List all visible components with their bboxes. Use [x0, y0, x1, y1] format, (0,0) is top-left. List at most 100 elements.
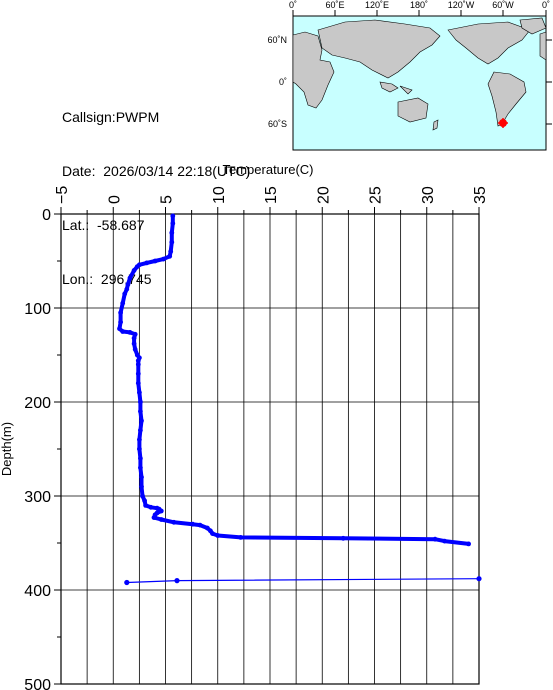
data-point — [120, 300, 126, 306]
data-point — [139, 474, 144, 480]
data-point — [125, 282, 131, 287]
y-tick-label: 0 — [42, 207, 51, 224]
data-point — [132, 331, 138, 337]
x-tick-label: 20 — [315, 186, 332, 204]
data-point — [142, 498, 148, 504]
data-point — [132, 347, 138, 352]
data-point — [158, 508, 164, 514]
south-america — [487, 71, 527, 127]
map-lon-label-1: 60˚E — [325, 0, 344, 10]
series-line — [117, 213, 471, 546]
data-point — [140, 493, 145, 499]
map-lon-label-5: 60˚W — [492, 0, 514, 10]
map-frame-ticks — [292, 10, 552, 125]
x-tick-label: 15 — [263, 186, 280, 204]
data-point — [151, 515, 157, 520]
callsign-text: Callsign:PWPM — [62, 109, 160, 125]
greenland — [519, 17, 547, 35]
data-point — [120, 329, 126, 334]
map-lat-label-2: 60˚S — [268, 119, 287, 129]
data-point — [210, 531, 215, 536]
data-point — [215, 533, 221, 538]
x-tick-label: 30 — [420, 186, 437, 204]
y-tick-label: 200 — [24, 395, 51, 412]
data-point — [476, 576, 482, 582]
data-point — [117, 326, 122, 332]
x-axis-title: Temperature(C) — [222, 162, 313, 177]
data-point — [170, 221, 176, 226]
chart-grid — [60, 213, 480, 685]
y-tick-label: 300 — [24, 489, 51, 506]
latitude-text: Lat.: -58.687 — [62, 217, 145, 233]
x-tick-label: 25 — [368, 186, 385, 204]
data-point — [137, 390, 142, 395]
y-axis-ticks: 0 100 200 300 400 500 — [24, 207, 61, 690]
maritime-asia — [379, 81, 413, 95]
map-lat-label-1: 0˚ — [279, 77, 287, 87]
x-axis-ticks: −5 0 5 10 15 20 25 30 35 — [54, 186, 489, 214]
data-point — [118, 310, 123, 316]
data-point — [190, 521, 196, 527]
series-line — [126, 578, 480, 584]
asia-landmass — [317, 19, 441, 79]
y-axis-title: Depth(m) — [0, 422, 14, 476]
x-tick-label: 5 — [159, 195, 176, 204]
data-point — [143, 503, 149, 508]
data-point — [432, 536, 438, 542]
data-point — [148, 504, 154, 510]
world-map: 0˚ 60˚E 120˚E 180˚ 120˚W 60˚W 0˚ 60˚N 0˚… — [267, 0, 552, 151]
y-tick-label: 100 — [24, 301, 51, 318]
data-point — [135, 362, 141, 367]
data-point — [124, 579, 130, 586]
data-point — [137, 437, 142, 442]
data-point — [161, 256, 166, 262]
data-point — [197, 522, 203, 528]
map-lat-label-0: 60˚N — [267, 35, 287, 45]
data-point — [127, 275, 133, 281]
data-point — [158, 517, 164, 522]
map-land — [292, 17, 547, 131]
x-tick-label: 0 — [106, 195, 123, 204]
data-point — [442, 538, 447, 544]
station-marker — [498, 118, 508, 128]
chart-series — [117, 213, 482, 586]
station-info: Callsign:PWPM Date: 2026/03/14 22:18(UTC… — [62, 72, 250, 306]
australia — [397, 97, 429, 123]
data-point — [131, 335, 137, 341]
europe-west — [539, 31, 547, 61]
map-lon-label-2: 120˚E — [365, 0, 389, 10]
data-point — [138, 465, 143, 471]
map-lon-label-4: 120˚W — [448, 0, 475, 10]
data-point — [340, 535, 346, 541]
map-lon-label-0: 0˚ — [289, 0, 297, 10]
data-point — [135, 371, 141, 377]
y-tick-label: 500 — [24, 677, 51, 690]
series-profile — [117, 213, 471, 547]
data-point — [152, 258, 158, 264]
data-point — [169, 230, 175, 236]
data-point — [170, 213, 176, 219]
data-point — [466, 541, 471, 547]
data-point — [169, 239, 175, 245]
data-point — [167, 253, 173, 259]
data-point — [138, 399, 143, 405]
data-point — [131, 268, 137, 273]
data-point — [138, 456, 143, 461]
data-point — [137, 446, 142, 452]
data-point — [168, 249, 174, 255]
x-tick-label: 10 — [211, 186, 228, 204]
data-point — [127, 330, 133, 335]
date-text: Date: 2026/03/14 22:18(UTC) — [62, 163, 251, 179]
data-point — [138, 409, 143, 414]
data-point — [134, 264, 140, 269]
data-point — [131, 341, 137, 347]
y-tick-label: 400 — [24, 583, 51, 600]
x-tick-label: −5 — [54, 186, 71, 204]
data-point — [118, 319, 123, 325]
africa-europe-landmass — [292, 31, 335, 109]
data-point — [135, 358, 141, 363]
data-point — [138, 427, 143, 433]
map-lon-label-3: 180˚ — [410, 0, 428, 10]
data-point — [139, 418, 144, 424]
